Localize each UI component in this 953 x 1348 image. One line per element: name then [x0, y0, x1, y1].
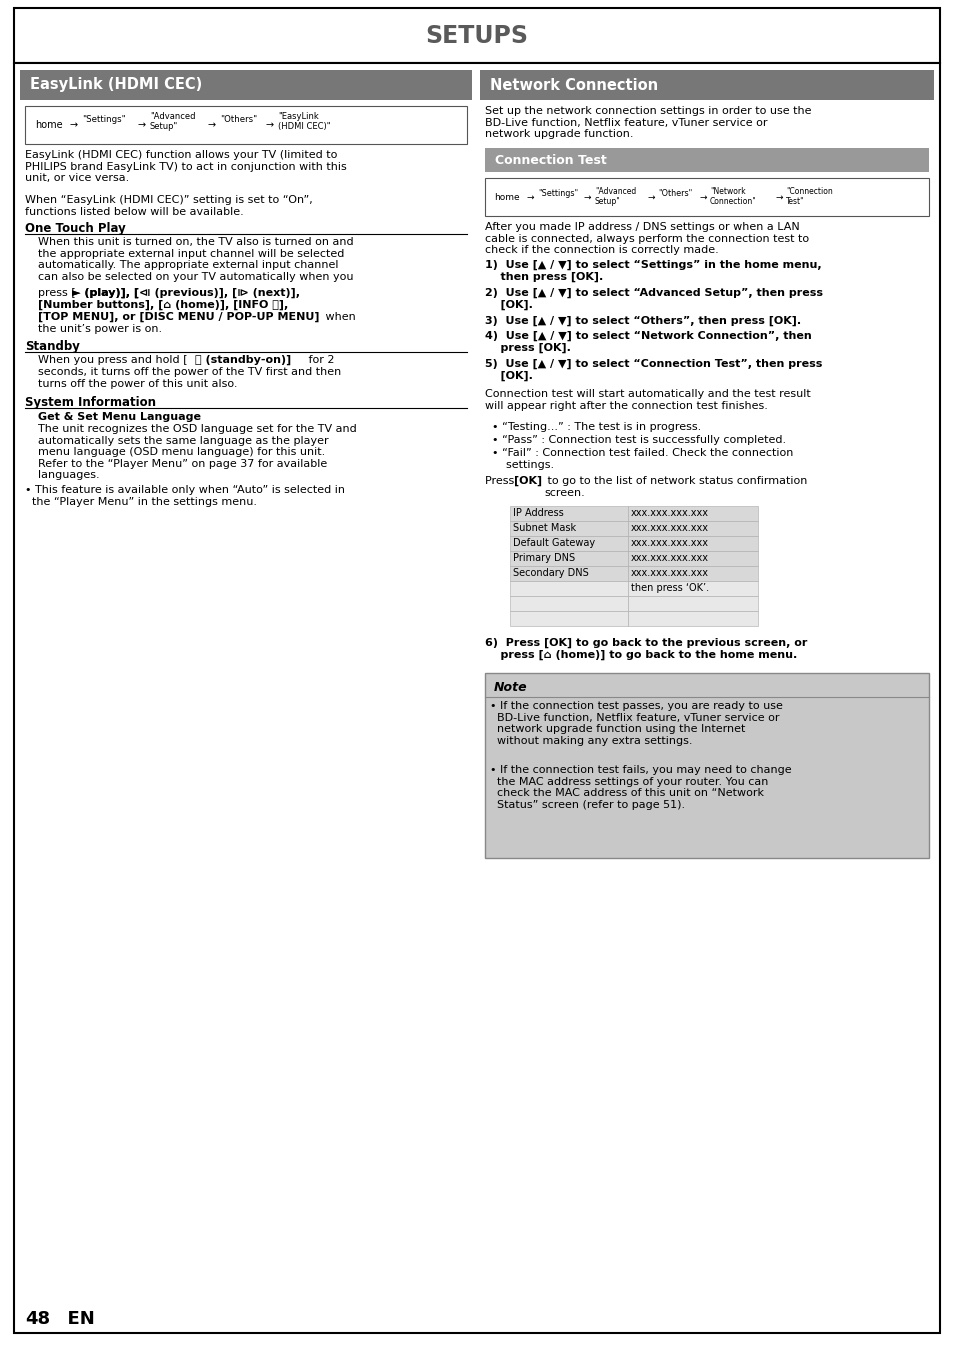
- Text: • “Testing...” : The test is in progress.: • “Testing...” : The test is in progress…: [492, 422, 700, 431]
- Text: System Information: System Information: [25, 396, 156, 408]
- Text: SETUPS: SETUPS: [425, 24, 528, 49]
- Bar: [627, 566, 758, 581]
- Text: →: →: [526, 193, 534, 201]
- Text: When “EasyLink (HDMI CEC)” setting is set to “On”,
functions listed below will b: When “EasyLink (HDMI CEC)” setting is se…: [25, 195, 313, 217]
- Bar: [479, 70, 933, 100]
- Text: Default Gateway: Default Gateway: [513, 538, 595, 549]
- Text: After you made IP address / DNS settings or when a LAN
cable is connected, alway: After you made IP address / DNS settings…: [484, 222, 808, 255]
- Text: 48: 48: [25, 1310, 51, 1328]
- Text: "Settings": "Settings": [537, 189, 578, 198]
- Bar: [627, 611, 758, 625]
- Text: "Advanced
Setup": "Advanced Setup": [150, 112, 195, 131]
- Bar: [627, 537, 758, 551]
- Text: 5)  Use [▲ / ▼] to select “Connection Test”, then press
    [OK].: 5) Use [▲ / ▼] to select “Connection Tes…: [484, 359, 821, 381]
- Text: Secondary DNS: Secondary DNS: [513, 568, 588, 578]
- Text: 2)  Use [▲ / ▼] to select “Advanced Setup”, then press
    [OK].: 2) Use [▲ / ▼] to select “Advanced Setup…: [484, 288, 822, 310]
- Text: Set up the network connection settings in order to use the
BD-Live function, Net: Set up the network connection settings i…: [484, 106, 811, 139]
- Bar: [510, 596, 627, 611]
- Text: Get & Set Menu Language: Get & Set Menu Language: [38, 412, 201, 422]
- Text: EasyLink (HDMI CEC): EasyLink (HDMI CEC): [30, 77, 202, 93]
- Bar: [510, 506, 627, 520]
- Text: "Others": "Others": [658, 189, 692, 198]
- Bar: [627, 581, 758, 596]
- Text: When this unit is turned on, the TV also is turned on and
the appropriate extern: When this unit is turned on, the TV also…: [38, 237, 354, 282]
- Bar: [484, 178, 928, 216]
- Bar: [510, 520, 627, 537]
- Text: home: home: [35, 120, 63, 129]
- Text: 3)  Use [▲ / ▼] to select “Others”, then press [OK].: 3) Use [▲ / ▼] to select “Others”, then …: [484, 315, 801, 326]
- Text: • “Pass” : Connection test is successfully completed.: • “Pass” : Connection test is successful…: [492, 435, 785, 445]
- Bar: [484, 673, 928, 857]
- Text: Connection test will start automatically and the test result
will appear right a: Connection test will start automatically…: [484, 390, 810, 411]
- Text: IP Address: IP Address: [513, 508, 563, 518]
- Bar: [627, 506, 758, 520]
- Text: to go to the list of network status confirmation
screen.: to go to the list of network status conf…: [543, 476, 806, 497]
- Text: EasyLink (HDMI CEC) function allows your TV (limited to
PHILIPS brand EasyLink T: EasyLink (HDMI CEC) function allows your…: [25, 150, 346, 183]
- Text: "Network
Connection": "Network Connection": [709, 187, 756, 206]
- Text: for 2: for 2: [305, 355, 335, 365]
- Text: The unit recognizes the OSD language set for the TV and
automatically sets the s: The unit recognizes the OSD language set…: [38, 425, 356, 480]
- Text: Subnet Mask: Subnet Mask: [513, 523, 576, 532]
- Text: the unit’s power is on.: the unit’s power is on.: [38, 324, 162, 334]
- Text: xxx.xxx.xxx.xxx: xxx.xxx.xxx.xxx: [630, 523, 708, 532]
- Bar: [627, 520, 758, 537]
- Text: 4)  Use [▲ / ▼] to select “Network Connection”, then
    press [OK].: 4) Use [▲ / ▼] to select “Network Connec…: [484, 332, 811, 353]
- Text: →: →: [266, 120, 274, 129]
- Text: →: →: [700, 193, 707, 201]
- Bar: [510, 566, 627, 581]
- Bar: [510, 537, 627, 551]
- Text: "Connection
Test": "Connection Test": [785, 187, 832, 206]
- Text: "Advanced
Setup": "Advanced Setup": [595, 187, 636, 206]
- Bar: [25, 106, 467, 144]
- Text: When you press and hold [: When you press and hold [: [38, 355, 188, 365]
- Bar: [627, 551, 758, 566]
- Text: 6)  Press [OK] to go back to the previous screen, or
    press [⌂ (home)] to go : 6) Press [OK] to go back to the previous…: [484, 638, 806, 661]
- Text: turns off the power of this unit also.: turns off the power of this unit also.: [38, 379, 237, 390]
- Text: →: →: [647, 193, 655, 201]
- Bar: [510, 551, 627, 566]
- Text: seconds, it turns off the power of the TV first and then: seconds, it turns off the power of the T…: [38, 367, 341, 377]
- Text: Note: Note: [494, 681, 527, 694]
- Text: →: →: [208, 120, 216, 129]
- Text: 1)  Use [▲ / ▼] to select “Settings” in the home menu,
    then press [OK].: 1) Use [▲ / ▼] to select “Settings” in t…: [484, 260, 821, 282]
- Text: [Number buttons], [⌂ (home)], [INFO ⓘ],: [Number buttons], [⌂ (home)], [INFO ⓘ],: [38, 301, 288, 310]
- Text: "Others": "Others": [220, 115, 257, 124]
- Text: →: →: [70, 120, 78, 129]
- Text: when: when: [322, 311, 355, 322]
- Text: xxx.xxx.xxx.xxx: xxx.xxx.xxx.xxx: [630, 508, 708, 518]
- Text: then press ‘OK’.: then press ‘OK’.: [630, 582, 708, 593]
- Text: "Settings": "Settings": [82, 115, 126, 124]
- Text: →: →: [775, 193, 782, 201]
- Text: [OK]: [OK]: [514, 476, 541, 487]
- Text: xxx.xxx.xxx.xxx: xxx.xxx.xxx.xxx: [630, 538, 708, 549]
- Text: • If the connection test fails, you may need to change
  the MAC address setting: • If the connection test fails, you may …: [490, 766, 791, 810]
- Text: "EasyLink
(HDMI CEC)": "EasyLink (HDMI CEC)": [277, 112, 330, 131]
- Bar: [627, 596, 758, 611]
- Text: Primary DNS: Primary DNS: [513, 553, 575, 563]
- Text: ⏻ (standby-on)]: ⏻ (standby-on)]: [194, 355, 291, 365]
- Bar: [510, 611, 627, 625]
- Bar: [510, 581, 627, 596]
- Text: EN: EN: [55, 1310, 94, 1328]
- Text: Connection Test: Connection Test: [495, 154, 606, 167]
- Bar: [20, 70, 472, 100]
- Text: ► (play)], [: ► (play)], [: [71, 288, 139, 298]
- Text: Press: Press: [484, 476, 517, 487]
- Text: [TOP MENU], or [DISC MENU / POP-UP MENU]: [TOP MENU], or [DISC MENU / POP-UP MENU]: [38, 311, 319, 322]
- Text: →: →: [138, 120, 146, 129]
- Text: xxx.xxx.xxx.xxx: xxx.xxx.xxx.xxx: [630, 568, 708, 578]
- Text: Standby: Standby: [25, 340, 80, 353]
- Text: • If the connection test passes, you are ready to use
  BD-Live function, Netfli: • If the connection test passes, you are…: [490, 701, 782, 745]
- Text: • This feature is available only when “Auto” is selected in
  the “Player Menu” : • This feature is available only when “A…: [25, 485, 345, 507]
- Text: →: →: [583, 193, 591, 201]
- Bar: [484, 148, 928, 173]
- Text: press [: press [: [38, 288, 75, 298]
- Text: One Touch Play: One Touch Play: [25, 222, 126, 235]
- Bar: [14, 8, 939, 63]
- Text: • “Fail” : Connection test failed. Check the connection
    settings.: • “Fail” : Connection test failed. Check…: [492, 448, 793, 469]
- Text: Network Connection: Network Connection: [490, 77, 658, 93]
- Text: xxx.xxx.xxx.xxx: xxx.xxx.xxx.xxx: [630, 553, 708, 563]
- Text: ► (play)], [⧏ (previous)], [⧐ (next)],: ► (play)], [⧏ (previous)], [⧐ (next)],: [71, 288, 299, 298]
- Text: home: home: [494, 193, 519, 201]
